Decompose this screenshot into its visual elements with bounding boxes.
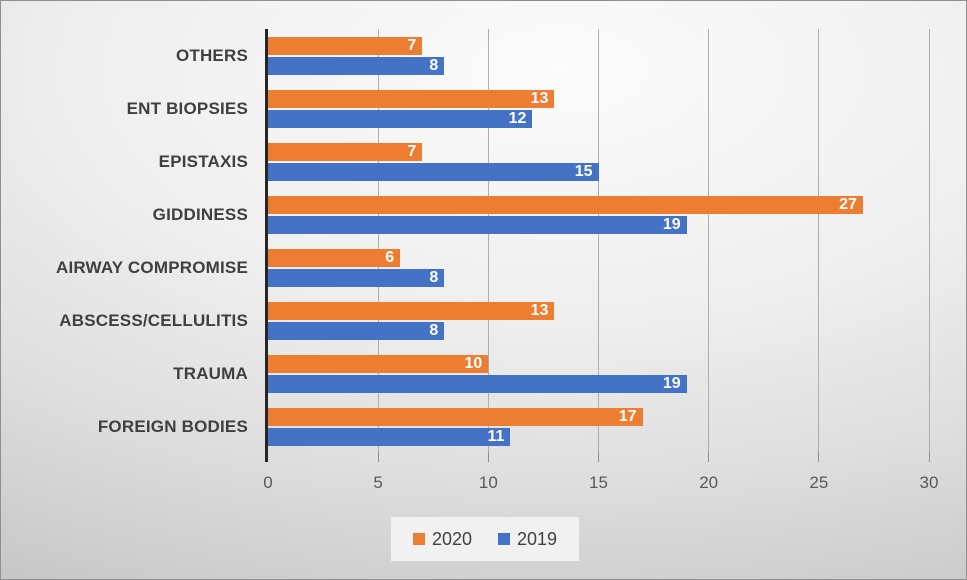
bar-2020-airway-compromise: 6 — [268, 249, 401, 267]
category-label: OTHERS — [175, 45, 248, 65]
axis-tick-20 — [708, 452, 710, 462]
bar-2020-ent-biopsies: 13 — [268, 89, 555, 108]
legend-label: 2019 — [517, 528, 558, 549]
axis-tick-label-30: 30 — [919, 473, 939, 492]
category-label-row: EPISTAXIS — [1, 135, 248, 188]
category-label: ABSCESS/CELLULITIS — [59, 311, 248, 331]
category-label: AIRWAY COMPROMISE — [55, 258, 248, 278]
gridline-x-10 — [487, 29, 489, 454]
gridline-x-15 — [598, 29, 599, 454]
bar-2019-foreign-bodies: 11 — [268, 428, 511, 447]
bar-value-label: 12 — [508, 109, 527, 127]
axis-tick-5 — [377, 452, 379, 462]
gridline-x-30 — [928, 29, 930, 454]
category-label: FOREIGN BODIES — [97, 417, 248, 437]
category-label: ENT BIOPSIES — [126, 98, 248, 118]
category-axis-line — [265, 29, 268, 462]
legend: 2020 2019 — [391, 517, 579, 561]
bar-2020-abscess-cellulitis: 13 — [268, 302, 555, 321]
bar-2019-epistaxis: 15 — [268, 162, 599, 181]
bar-value-label: 8 — [429, 269, 439, 286]
bar-value-label: 13 — [530, 302, 549, 320]
axis-tick-label-20: 20 — [699, 473, 719, 492]
category-label: TRAUMA — [173, 364, 248, 384]
bar-2020-others: 7 — [268, 36, 423, 55]
plot-area: 7 8 13 12 7 15 27 19 6 8 13 8 10 19 17 11 — [265, 29, 930, 462]
category-label-row: FOREIGN BODIES — [1, 401, 248, 454]
category-label-row: OTHERS — [1, 29, 248, 82]
gridline-x-25 — [818, 29, 820, 454]
bar-value-label: 19 — [662, 375, 681, 393]
bar-2019-airway-compromise: 8 — [268, 269, 445, 287]
bar-value-label: 7 — [407, 142, 417, 160]
category-label: EPISTAXIS — [158, 151, 248, 171]
bar-2019-abscess-cellulitis: 8 — [268, 322, 445, 341]
bar-value-label: 27 — [839, 195, 857, 213]
category-label-row: AIRWAY COMPROMISE — [1, 242, 248, 295]
axis-tick-label-15: 15 — [589, 473, 608, 492]
bar-2019-trauma: 19 — [268, 375, 687, 394]
axis-tick-15 — [598, 452, 599, 462]
bar-value-label: 13 — [530, 89, 549, 107]
category-axis-labels: OTHERS ENT BIOPSIES EPISTAXIS GIDDINESS AIRW… — [1, 29, 248, 454]
gridline-x-20 — [708, 29, 710, 454]
bar-value-label: 19 — [662, 215, 681, 233]
axis-tick-label-5: 5 — [373, 473, 383, 492]
bar-value-label: 8 — [429, 56, 439, 74]
bar-value-label: 15 — [574, 162, 593, 180]
legend-swatch-2020 — [412, 533, 425, 545]
category-label: GIDDINESS — [152, 204, 248, 224]
bar-2020-epistaxis: 7 — [268, 142, 423, 161]
legend-item-2020: 2020 — [412, 528, 472, 550]
bar-value-label: 6 — [385, 249, 395, 266]
bar-2020-foreign-bodies: 17 — [268, 408, 643, 427]
bar-2020-trauma: 10 — [268, 355, 489, 374]
category-label-row: GIDDINESS — [1, 188, 248, 241]
bar-2019-giddiness: 19 — [268, 215, 687, 234]
axis-tick-30 — [928, 452, 930, 462]
bar-value-label: 7 — [407, 36, 417, 54]
legend-item-2019: 2019 — [498, 529, 557, 550]
gridline-x-5 — [377, 29, 379, 454]
axis-tick-25 — [818, 452, 820, 462]
axis-tick-label-0: 0 — [263, 473, 273, 492]
bar-value-label: 8 — [429, 322, 439, 340]
bar-2019-ent-biopsies: 12 — [268, 109, 533, 128]
bar-value-label: 11 — [487, 428, 505, 446]
category-label-row: TRAUMA — [1, 348, 248, 401]
axis-tick-10 — [487, 452, 489, 462]
bar-value-label: 10 — [464, 355, 483, 373]
bar-2020-giddiness: 27 — [268, 195, 863, 214]
legend-swatch-2019 — [498, 533, 510, 545]
category-label-row: ENT BIOPSIES — [1, 82, 248, 135]
bar-2019-others: 8 — [268, 56, 445, 75]
category-label-row: ABSCESS/CELLULITIS — [1, 295, 248, 348]
axis-tick-label-10: 10 — [478, 473, 498, 492]
legend-label: 2020 — [431, 528, 472, 549]
axis-tick-label-25: 25 — [809, 473, 829, 492]
bar-value-label: 17 — [618, 408, 637, 426]
